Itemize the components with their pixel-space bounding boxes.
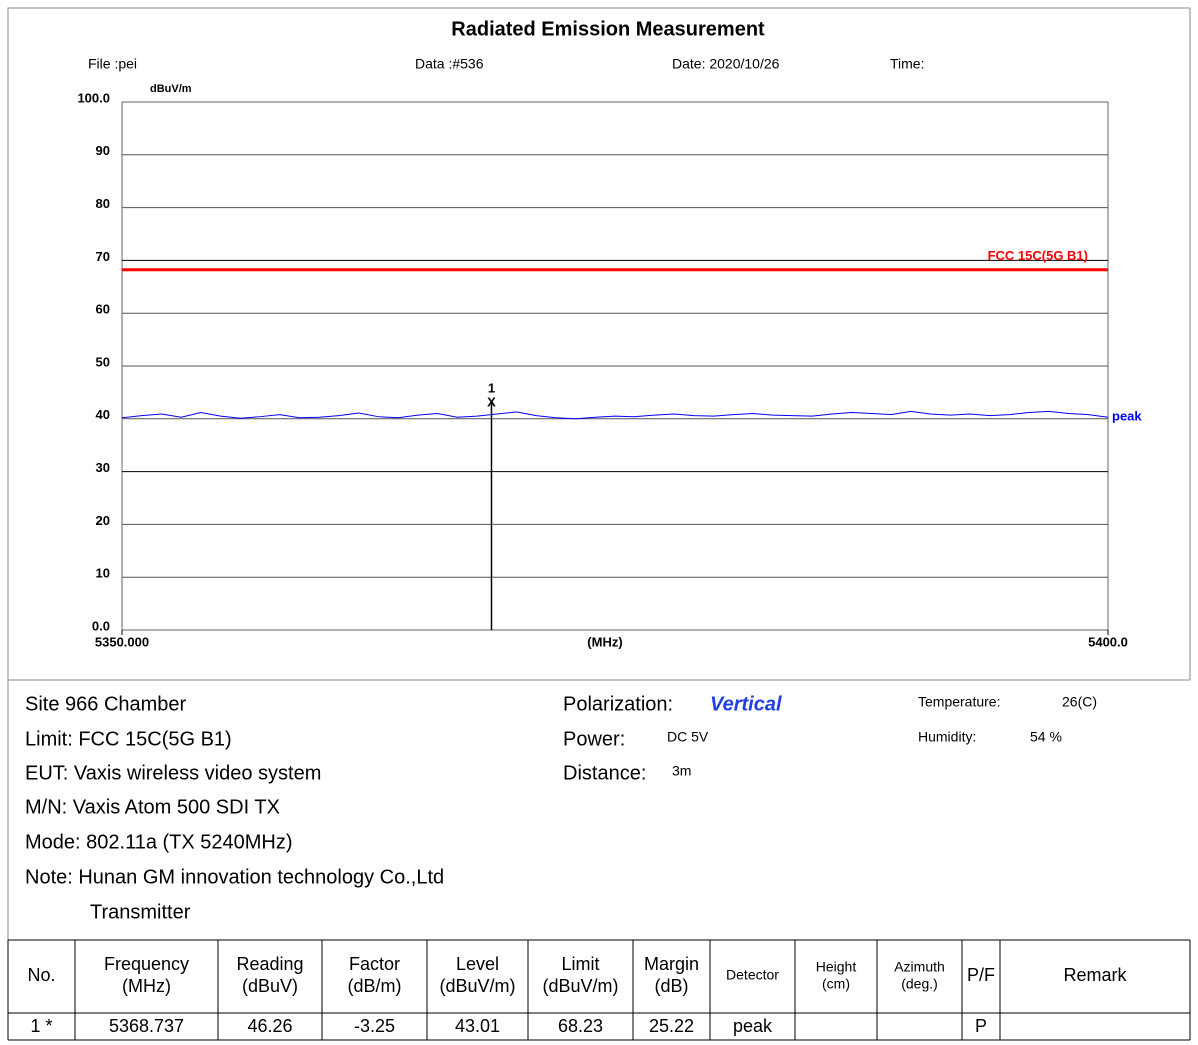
file: File :pei (88, 56, 137, 72)
polarization: Vertical (710, 693, 782, 715)
info-line: Note: Hunan GM innovation technology Co.… (25, 866, 444, 888)
info-line: Transmitter (90, 901, 191, 923)
trace (121, 410, 1109, 420)
chart-title: Radiated Emission Measurement (451, 18, 765, 40)
y-tick-label: 70 (96, 249, 110, 264)
y-tick-label: 50 (96, 354, 110, 369)
y-tick-label: 10 (96, 566, 110, 581)
table-cell: No. (27, 965, 55, 985)
marker-symbol: X (487, 394, 496, 409)
table-cell: 5368.737 (109, 1016, 184, 1036)
polarization-label: Polarization: (563, 693, 673, 715)
temperature-label: Temperature: (918, 694, 1000, 710)
table-cell: 1 * (30, 1016, 52, 1036)
y-tick-label: 30 (96, 460, 110, 475)
humidity: 54 % (1030, 729, 1062, 745)
info-line: EUT: Vaxis wireless video system (25, 762, 321, 784)
distance: 3m (672, 763, 691, 779)
distance-label: Distance: (563, 762, 646, 784)
table-cell: Margin (dB) (644, 954, 699, 996)
table-cell: P (975, 1016, 987, 1036)
chart-frame (7, 7, 1191, 681)
table-cell: 43.01 (455, 1016, 500, 1036)
info-line: Site 966 Chamber (25, 693, 187, 715)
table-cell: Remark (1063, 965, 1127, 985)
table-cell: peak (733, 1016, 773, 1036)
table-cell: -3.25 (354, 1016, 395, 1036)
power: DC 5V (667, 729, 709, 745)
y-tick-label: 0.0 (92, 618, 110, 633)
y-tick-label: 100.0 (77, 90, 110, 105)
table-cell: Detector (726, 967, 779, 983)
humidity-label: Humidity: (918, 729, 976, 745)
table-cell: Factor (dB/m) (348, 954, 402, 996)
legend-label: peak (1112, 409, 1142, 424)
y-tick-label: 80 (96, 196, 110, 211)
table-cell: Limit (dBuV/m) (542, 954, 618, 996)
table-cell: 68.23 (558, 1016, 603, 1036)
table-cell: Frequency (MHz) (104, 954, 189, 996)
info-line: Limit: FCC 15C(5G B1) (25, 728, 232, 750)
y-tick-label: 20 (96, 513, 110, 528)
y-axis-label: dBuV/m (150, 83, 192, 95)
time: Time: (890, 56, 924, 72)
table-cell: Reading (dBuV) (236, 954, 303, 996)
date: Date: 2020/10/26 (672, 56, 780, 72)
x-axis-label: (MHz) (587, 634, 622, 649)
temperature: 26(C) (1062, 694, 1097, 710)
table-cell: Level (dBuV/m) (439, 954, 515, 996)
table-cell: P/F (967, 965, 995, 985)
table-cell: 46.26 (247, 1016, 292, 1036)
x-tick-label: 5350.000 (95, 634, 149, 649)
limit-label: FCC 15C(5G B1) (988, 248, 1088, 263)
info-line: M/N: Vaxis Atom 500 SDI TX (25, 796, 280, 818)
marker-label: 1 (488, 380, 495, 395)
power-label: Power: (563, 728, 625, 750)
y-tick-label: 60 (96, 302, 110, 317)
table-cell: Height (cm) (816, 958, 857, 991)
x-tick-label: 5400.0 (1088, 634, 1128, 649)
table-cell: Azimuth (deg.) (894, 958, 945, 991)
info-line: Mode: 802.11a (TX 5240MHz) (25, 831, 293, 853)
data-no: Data :#536 (415, 56, 484, 72)
y-tick-label: 90 (96, 143, 110, 158)
table-cell: 25.22 (649, 1016, 694, 1036)
y-tick-label: 40 (96, 407, 110, 422)
